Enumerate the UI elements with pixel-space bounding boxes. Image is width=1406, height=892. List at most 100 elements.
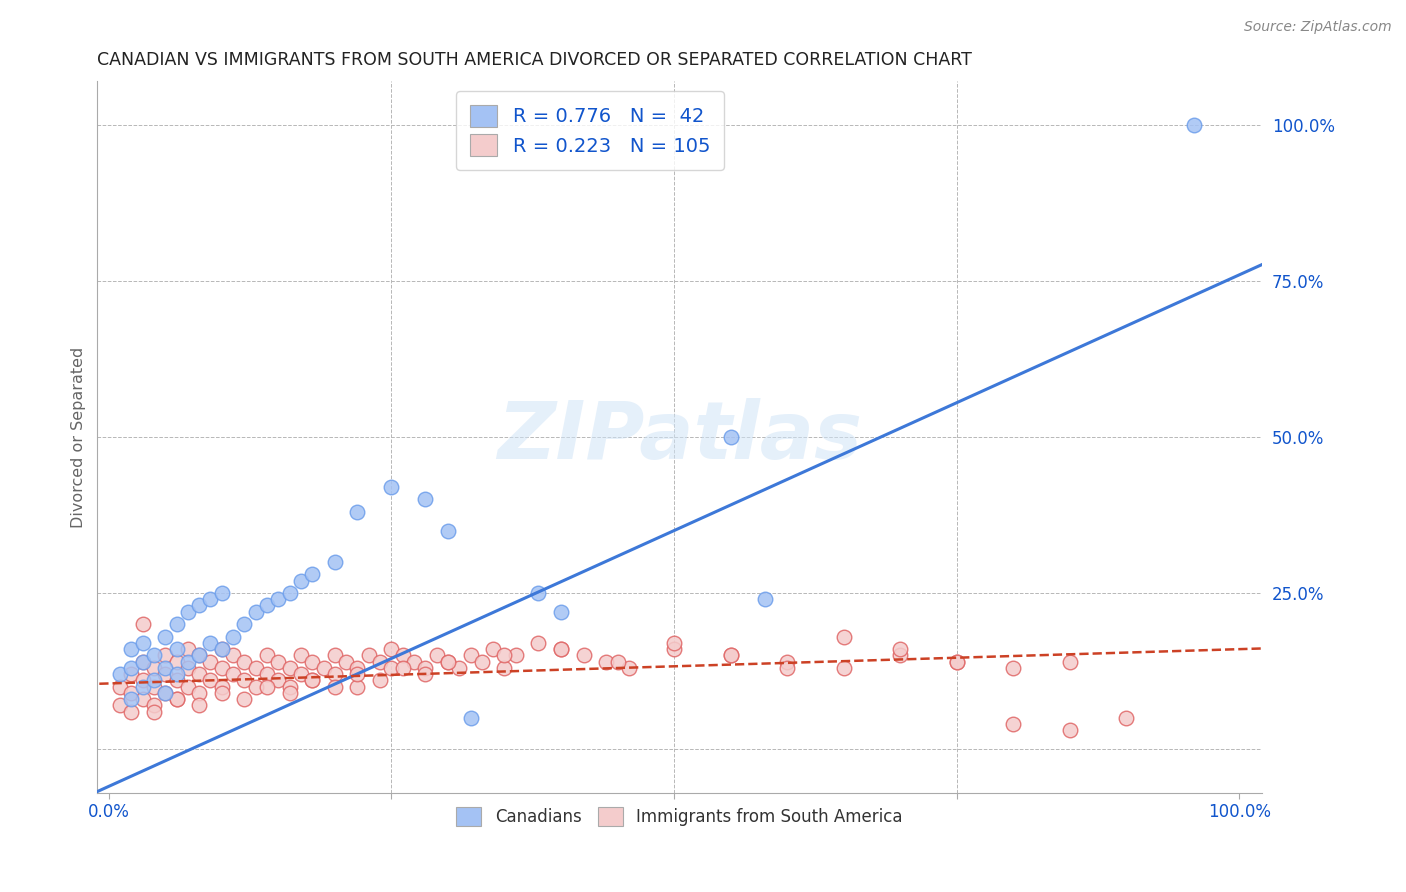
Point [142, 661, 165, 675]
Point [177, 642, 200, 657]
Point [494, 661, 516, 675]
Point [323, 667, 346, 681]
Point [357, 648, 380, 663]
Point [391, 661, 413, 675]
Point [120, 661, 142, 675]
Text: CANADIAN VS IMMIGRANTS FROM SOUTH AMERICA DIVORCED OR SEPARATED CORRELATION CHAR: CANADIAN VS IMMIGRANTS FROM SOUTH AMERIC… [97, 51, 972, 69]
Point [606, 655, 628, 669]
Point [945, 655, 967, 669]
Point [267, 673, 290, 688]
Point [166, 617, 188, 632]
Point [245, 605, 267, 619]
Y-axis label: Divorced or Separated: Divorced or Separated [72, 346, 86, 528]
Point [346, 667, 368, 681]
Point [153, 686, 176, 700]
Point [550, 605, 572, 619]
Point [177, 680, 200, 694]
Point [211, 680, 233, 694]
Point [720, 648, 742, 663]
Point [166, 692, 188, 706]
Point [889, 648, 911, 663]
Point [617, 661, 640, 675]
Point [211, 642, 233, 657]
Point [131, 680, 153, 694]
Point [142, 698, 165, 713]
Legend: Canadians, Immigrants from South America: Canadians, Immigrants from South America [449, 798, 911, 834]
Point [131, 692, 153, 706]
Point [166, 692, 188, 706]
Point [200, 636, 222, 650]
Point [482, 642, 505, 657]
Point [267, 592, 290, 607]
Point [437, 524, 460, 538]
Point [527, 636, 550, 650]
Point [177, 655, 200, 669]
Point [153, 630, 176, 644]
Point [131, 655, 153, 669]
Point [290, 574, 312, 588]
Point [720, 648, 742, 663]
Point [335, 655, 357, 669]
Point [346, 661, 368, 675]
Point [380, 642, 402, 657]
Point [256, 599, 278, 613]
Point [222, 648, 245, 663]
Point [120, 667, 142, 681]
Point [267, 655, 290, 669]
Point [754, 592, 776, 607]
Point [301, 673, 323, 688]
Point [142, 648, 165, 663]
Point [437, 655, 460, 669]
Point [256, 667, 278, 681]
Point [449, 661, 471, 675]
Point [413, 492, 436, 507]
Point [720, 430, 742, 444]
Point [301, 673, 323, 688]
Point [256, 648, 278, 663]
Point [662, 636, 685, 650]
Point [323, 680, 346, 694]
Point [391, 648, 413, 663]
Point [120, 686, 142, 700]
Point [505, 648, 527, 663]
Point [368, 673, 391, 688]
Point [120, 642, 142, 657]
Point [256, 680, 278, 694]
Point [233, 617, 256, 632]
Point [662, 642, 685, 657]
Point [245, 680, 267, 694]
Point [131, 655, 153, 669]
Point [776, 661, 799, 675]
Point [323, 648, 346, 663]
Point [166, 667, 188, 681]
Point [1002, 717, 1025, 731]
Point [380, 661, 402, 675]
Point [177, 605, 200, 619]
Point [889, 642, 911, 657]
Point [108, 667, 131, 681]
Point [188, 599, 211, 613]
Point [1182, 118, 1205, 132]
Point [290, 667, 312, 681]
Point [278, 586, 301, 600]
Point [301, 655, 323, 669]
Point [120, 692, 142, 706]
Point [945, 655, 967, 669]
Point [832, 661, 855, 675]
Point [177, 661, 200, 675]
Point [188, 648, 211, 663]
Point [153, 686, 176, 700]
Point [527, 586, 550, 600]
Point [233, 692, 256, 706]
Point [413, 667, 436, 681]
Point [312, 661, 335, 675]
Point [142, 705, 165, 719]
Point [142, 680, 165, 694]
Point [245, 661, 267, 675]
Point [188, 686, 211, 700]
Point [290, 648, 312, 663]
Point [471, 655, 494, 669]
Point [426, 648, 449, 663]
Point [278, 686, 301, 700]
Point [323, 555, 346, 569]
